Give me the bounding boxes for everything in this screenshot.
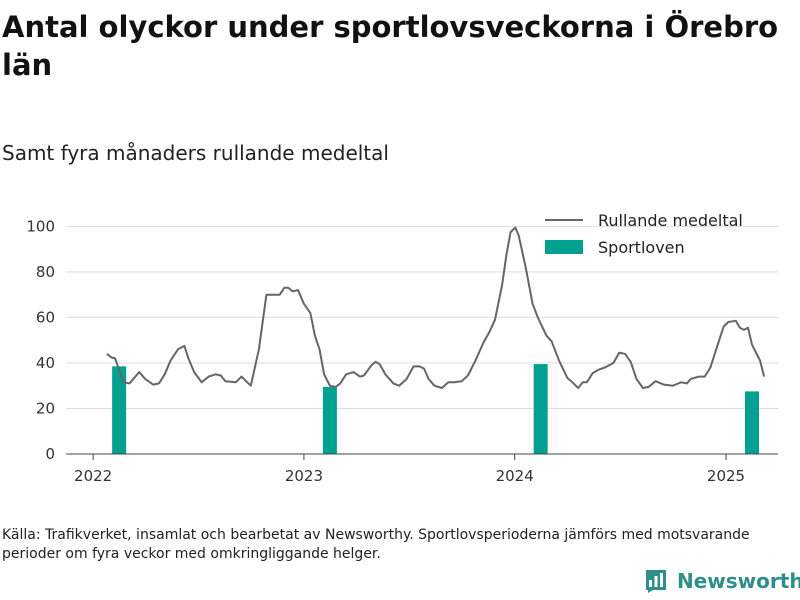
x-tick-label-2022: 2022: [74, 467, 112, 485]
rolling-average-line: [106, 226, 766, 389]
accident-chart: 0 20 40 60 80 100 2022 2023 2024 2025 Rullande me…: [26, 211, 778, 485]
y-tick-label-60: 60: [36, 308, 55, 326]
y-tick-label-100: 100: [26, 217, 55, 235]
brand-name: Newsworthy: [677, 569, 800, 593]
sportlov-bar-2025: [745, 391, 760, 454]
legend: Rullande medeltal Sportloven: [545, 211, 743, 257]
source-note: Källa: Trafikverket, insamlat och bearbe…: [2, 527, 750, 562]
y-tick-label-0: 0: [45, 445, 55, 463]
x-tick-label-2023: 2023: [285, 467, 323, 485]
x-tick-label-2025: 2025: [707, 467, 745, 485]
brand-logo: Newsworthy: [644, 568, 800, 594]
y-tick-label-40: 40: [36, 354, 55, 372]
chart-title: Antal olyckor under sportlovsveckorna i …: [2, 10, 779, 82]
chart-subtitle: Samt fyra månaders rullande medeltal: [2, 141, 389, 165]
sportlov-bar-2023: [322, 386, 337, 454]
sportlov-bars: [112, 364, 760, 454]
grid-lines: [66, 225, 778, 409]
legend-label-rolling-average: Rullande medeltal: [598, 211, 743, 230]
axes: 0 20 40 60 80 100 2022 2023 2024 2025: [26, 217, 778, 485]
bar-chart-logo-icon: [646, 570, 666, 593]
y-tick-label-80: 80: [36, 263, 55, 281]
rolling-average-line-group: [106, 226, 766, 389]
sportlov-bar-2022: [112, 366, 127, 454]
y-tick-label-20: 20: [36, 399, 55, 417]
legend-bar-swatch: [545, 240, 583, 254]
sportlov-bar-2024: [533, 364, 548, 454]
legend-label-sportloven: Sportloven: [598, 238, 685, 257]
x-tick-label-2024: 2024: [496, 467, 534, 485]
